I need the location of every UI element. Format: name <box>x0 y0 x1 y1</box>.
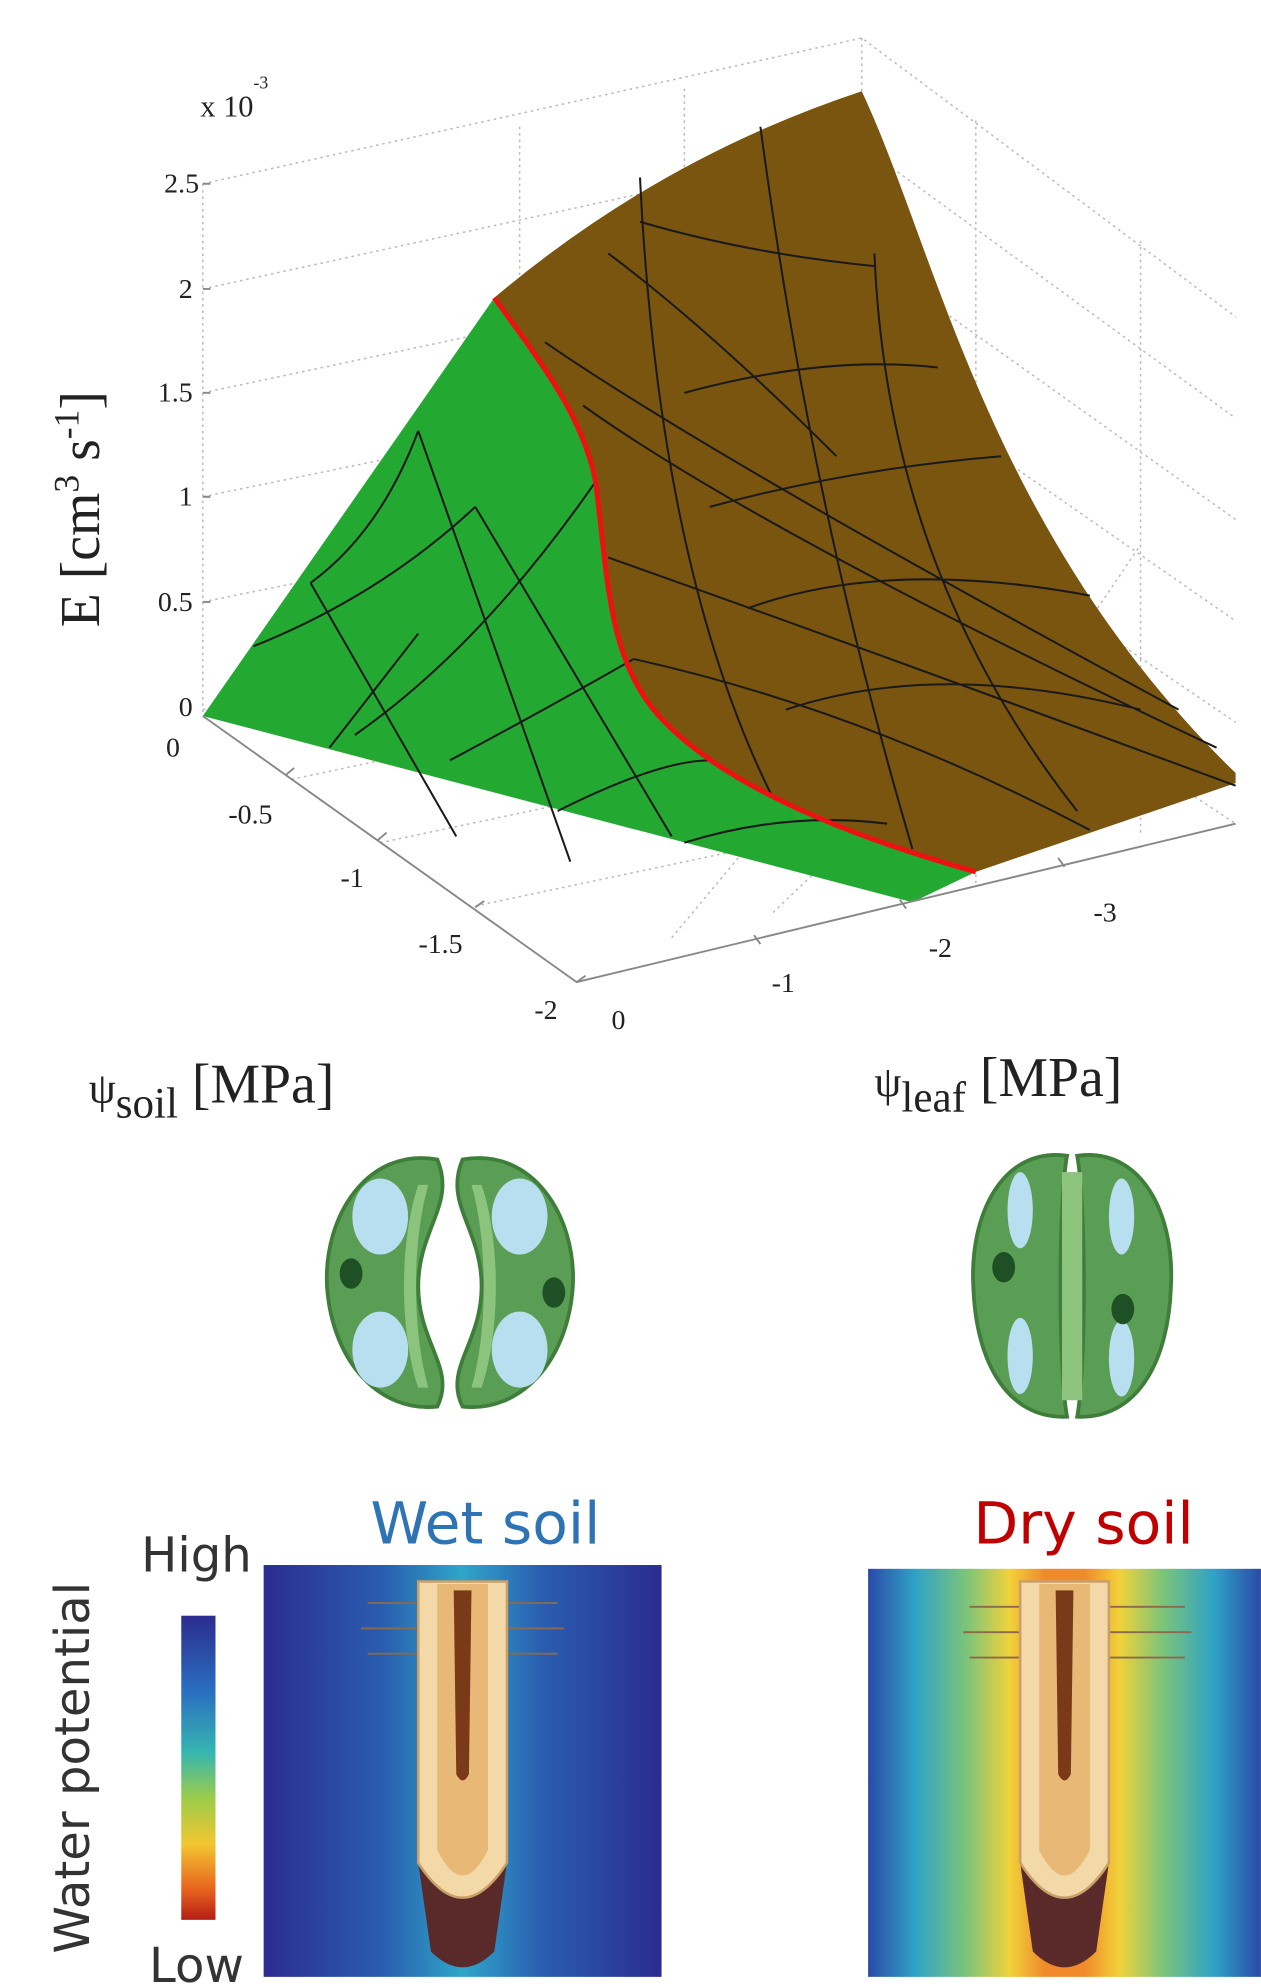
page: {"plot":{ "z_multiplier":{"base":"x 10",… <box>0 0 1261 1987</box>
z-tick-label: 0.5 <box>158 587 193 618</box>
surface <box>203 91 1236 902</box>
leaf-tick-label: 0 <box>611 1005 625 1036</box>
soil-tick-label: -1.5 <box>418 929 462 960</box>
z-label-part: ] <box>50 391 112 410</box>
leaf-label-part: leaf <box>901 1074 966 1121</box>
colorbar <box>181 1616 215 1920</box>
z-label-part: 3 <box>47 475 87 493</box>
leaf-label-part: [MPa] <box>966 1047 1122 1109</box>
stoma-closed <box>973 1155 1171 1417</box>
multiplier-exp: -3 <box>253 73 268 93</box>
z-tick-label: 1 <box>179 482 193 513</box>
dry-panel <box>868 1569 1261 1977</box>
soil-axis-label: ψsoil [MPa] <box>89 1053 335 1127</box>
stoma-open <box>327 1158 573 1407</box>
leaf-tick-label: -3 <box>1093 897 1116 928</box>
wet-panel <box>264 1565 662 1977</box>
z-label-part: -1 <box>47 410 87 440</box>
soil-label-part: ψ <box>89 1065 116 1112</box>
colorbar-high: High <box>141 1527 252 1583</box>
z-axis-label: E [cm3 s-1] <box>47 391 112 627</box>
panel-title: Dry soil <box>973 1489 1193 1557</box>
soil-label-part: soil <box>116 1081 178 1128</box>
z-label-part: E [cm <box>50 493 112 628</box>
figure: x 10-3 2.5 2 1.5 1 0.5 0 0 -0.5 -1 -1.5 … <box>0 0 1261 1987</box>
leaf-axis-label: ψleaf [MPa] <box>874 1047 1122 1121</box>
z-tick-label: 1.5 <box>158 378 193 409</box>
leaf-tick-label: -1 <box>772 968 795 999</box>
z-tick-label: 0 <box>179 692 193 723</box>
colorbar-title: Water potential <box>45 1582 101 1954</box>
z-tick-label: 2 <box>179 274 193 305</box>
soil-tick-label: -1 <box>341 863 364 894</box>
soil-tick-label: 0 <box>166 733 180 764</box>
soil-tick-label: -0.5 <box>228 800 272 831</box>
soil-label-part: [MPa] <box>178 1053 334 1115</box>
leaf-label-part: ψ <box>874 1059 901 1106</box>
panel-title: Wet soil <box>370 1489 600 1557</box>
colorbar-low: Low <box>149 1938 244 1987</box>
soil-tick-label: -2 <box>534 995 557 1026</box>
multiplier: x 10-3 <box>200 73 268 124</box>
leaf-tick-label: -2 <box>929 933 952 964</box>
z-label-part: s <box>50 439 112 475</box>
z-tick-label: 2.5 <box>164 169 199 200</box>
multiplier-base: x 10 <box>200 90 253 124</box>
